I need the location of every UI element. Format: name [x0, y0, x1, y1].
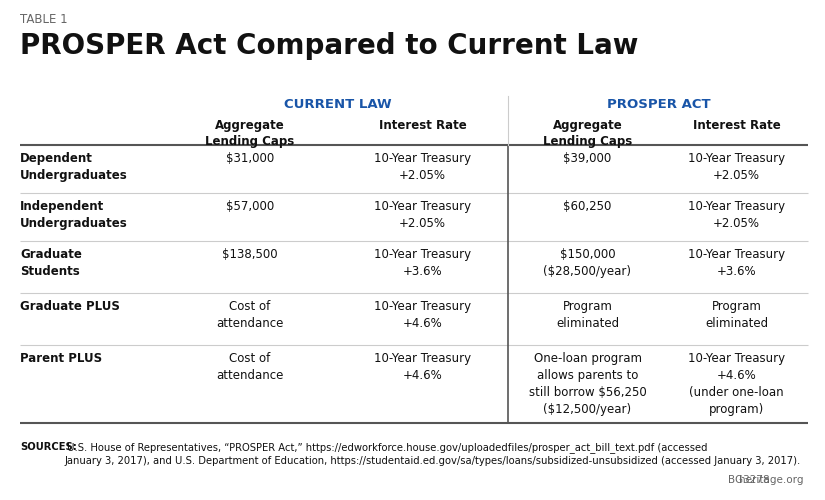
Text: TABLE 1: TABLE 1 — [20, 13, 68, 26]
Text: Interest Rate: Interest Rate — [693, 119, 780, 132]
Text: BG3278: BG3278 — [728, 475, 770, 485]
Text: Program
eliminated: Program eliminated — [705, 300, 768, 330]
Text: 10-Year Treasury
+2.05%: 10-Year Treasury +2.05% — [374, 152, 471, 182]
Text: Cost of
attendance: Cost of attendance — [216, 352, 284, 382]
Text: Graduate
Students: Graduate Students — [20, 248, 82, 278]
Text: Dependent
Undergraduates: Dependent Undergraduates — [20, 152, 128, 182]
Text: $150,000
($28,500/year): $150,000 ($28,500/year) — [544, 248, 631, 278]
Text: 10-Year Treasury
+3.6%: 10-Year Treasury +3.6% — [688, 248, 785, 278]
Text: U.S. House of Representatives, “PROSPER Act,” https://edworkforce.house.gov/uplo: U.S. House of Representatives, “PROSPER … — [64, 442, 800, 466]
Text: 10-Year Treasury
+4.6%: 10-Year Treasury +4.6% — [374, 352, 471, 382]
Text: 10-Year Treasury
+2.05%: 10-Year Treasury +2.05% — [688, 152, 785, 182]
Text: PROSPER Act Compared to Current Law: PROSPER Act Compared to Current Law — [20, 32, 639, 60]
Text: PROSPER ACT: PROSPER ACT — [607, 98, 711, 111]
Text: Aggregate
Lending Caps: Aggregate Lending Caps — [543, 119, 632, 148]
Text: Aggregate
Lending Caps: Aggregate Lending Caps — [205, 119, 295, 148]
Text: $39,000: $39,000 — [563, 152, 611, 165]
Text: Interest Rate: Interest Rate — [379, 119, 466, 132]
Text: heritage.org: heritage.org — [738, 475, 803, 485]
Text: Cost of
attendance: Cost of attendance — [216, 300, 284, 330]
Text: Graduate PLUS: Graduate PLUS — [20, 300, 120, 313]
Text: $138,500: $138,500 — [222, 248, 278, 261]
Text: 10-Year Treasury
+2.05%: 10-Year Treasury +2.05% — [374, 200, 471, 230]
Text: $57,000: $57,000 — [226, 200, 274, 213]
Text: 10-Year Treasury
+4.6%
(under one-loan
program): 10-Year Treasury +4.6% (under one-loan p… — [688, 352, 785, 416]
Text: SOURCES:: SOURCES: — [20, 442, 77, 452]
Text: 10-Year Treasury
+2.05%: 10-Year Treasury +2.05% — [688, 200, 785, 230]
Text: Independent
Undergraduates: Independent Undergraduates — [20, 200, 128, 230]
Text: Program
eliminated: Program eliminated — [556, 300, 619, 330]
Text: 10-Year Treasury
+3.6%: 10-Year Treasury +3.6% — [374, 248, 471, 278]
Text: Parent PLUS: Parent PLUS — [20, 352, 102, 365]
Text: One-loan program
allows parents to
still borrow $56,250
($12,500/year): One-loan program allows parents to still… — [529, 352, 646, 416]
Text: CURRENT LAW: CURRENT LAW — [284, 98, 391, 111]
Text: $31,000: $31,000 — [226, 152, 274, 165]
Text: 10-Year Treasury
+4.6%: 10-Year Treasury +4.6% — [374, 300, 471, 330]
Text: $60,250: $60,250 — [563, 200, 611, 213]
